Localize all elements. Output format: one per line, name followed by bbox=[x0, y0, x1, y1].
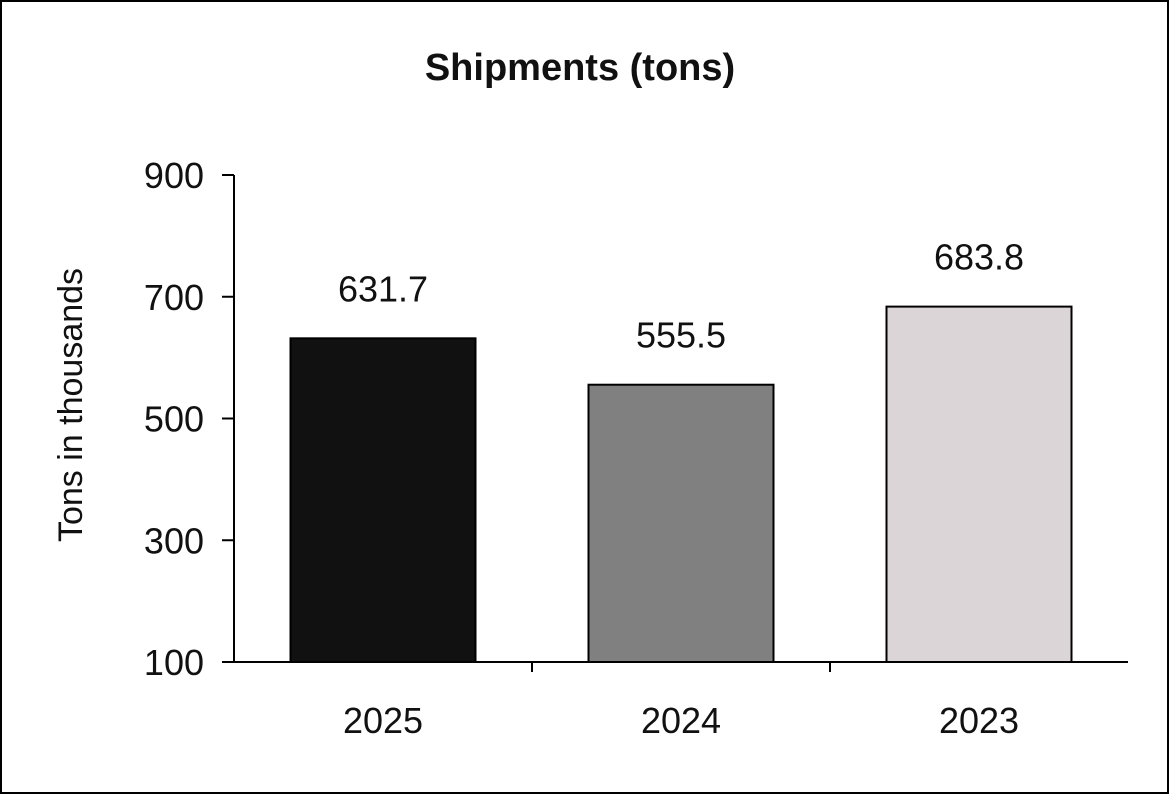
bar-2024 bbox=[587, 383, 775, 663]
y-tick-label: 100 bbox=[144, 642, 204, 683]
data-label: 555.5 bbox=[636, 315, 726, 356]
chart-title: Shipments (tons) bbox=[425, 47, 735, 89]
x-ticks: 2025 2024 2023 bbox=[343, 662, 1019, 741]
data-label: 631.7 bbox=[338, 268, 428, 309]
y-ticks: 100 300 500 700 900 bbox=[144, 155, 234, 683]
x-tick-label: 2023 bbox=[939, 700, 1019, 741]
y-tick-label: 300 bbox=[144, 520, 204, 561]
x-tick-label: 2025 bbox=[343, 700, 423, 741]
data-label: 683.8 bbox=[934, 237, 1024, 278]
y-tick-label: 700 bbox=[144, 277, 204, 318]
y-tick-label: 900 bbox=[144, 155, 204, 196]
y-axis-label: Tons in thousands bbox=[52, 268, 90, 542]
y-tick-label: 500 bbox=[144, 399, 204, 440]
bars: 631.7 555.5 683.8 bbox=[289, 237, 1073, 663]
x-tick-label: 2024 bbox=[641, 700, 721, 741]
bar-2025 bbox=[289, 337, 477, 663]
bar-2023 bbox=[885, 305, 1073, 663]
